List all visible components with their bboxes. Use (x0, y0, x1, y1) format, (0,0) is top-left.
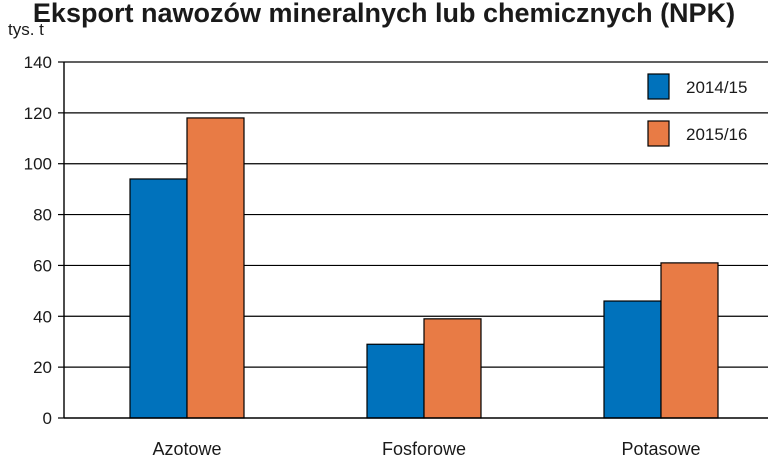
bar-fosforowe-0 (366, 343, 425, 419)
legend-label-1: 2015/16 (686, 125, 747, 144)
legend-swatch-0 (647, 73, 670, 100)
y-tick-label: 60 (33, 256, 52, 275)
x-category-label: Potasowe (621, 439, 700, 459)
y-tick-label: 40 (33, 307, 52, 326)
y-tick-label: 100 (24, 155, 52, 174)
axes: 0 20 40 60 80 100 120 140 Azotowe Fosforowe Potaso… (24, 53, 768, 459)
x-category-label: Azotowe (152, 439, 221, 459)
bar-potasowe-1 (660, 262, 719, 419)
y-tick-label: 140 (24, 53, 52, 72)
y-tick-label: 80 (33, 206, 52, 225)
y-tick-label: 0 (43, 409, 52, 428)
y-axis-unit-label: tys. t (8, 20, 44, 39)
chart-title: Eksport nawozów mineralnych lub chemiczn… (33, 0, 735, 28)
legend-swatch-1 (647, 120, 670, 147)
y-tick-label: 120 (24, 104, 52, 123)
x-category-label: Fosforowe (382, 439, 466, 459)
legend-label-0: 2014/15 (686, 78, 747, 97)
legend: 2014/15 2015/16 (647, 73, 747, 147)
y-tick-label: 20 (33, 358, 52, 377)
bar-azotowe-0 (129, 178, 188, 419)
bar-azotowe-1 (186, 117, 245, 419)
bar-fosforowe-1 (423, 318, 482, 419)
bar-potasowe-0 (603, 300, 662, 419)
bars (129, 117, 719, 419)
